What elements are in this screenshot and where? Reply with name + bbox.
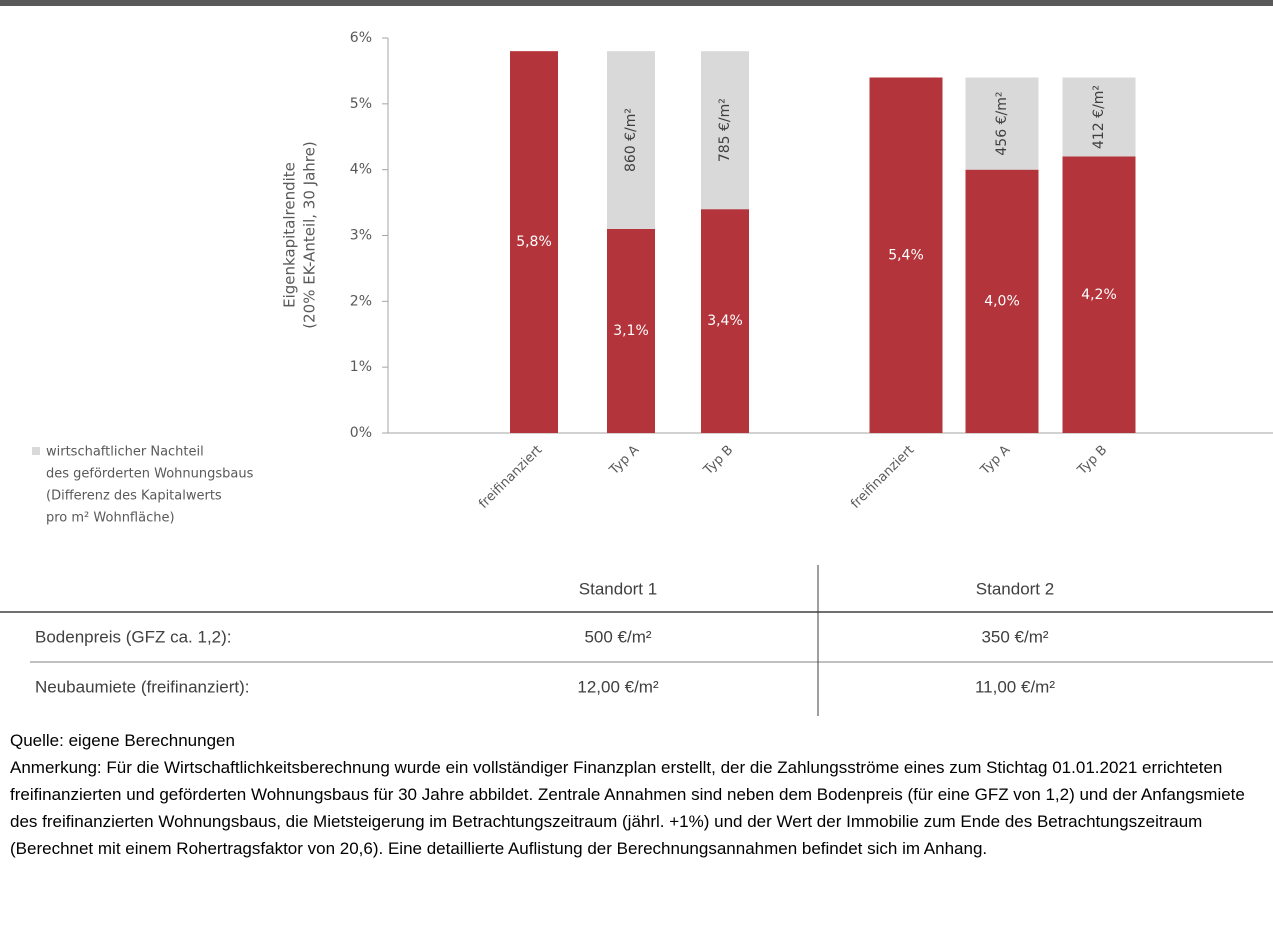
bar-annotation: 456 €/m²	[994, 92, 1010, 156]
y-tick-label: 2%	[350, 293, 372, 309]
x-tick-label: Typ A	[977, 443, 1013, 479]
y-tick-label: 5%	[350, 96, 372, 112]
bar-annotation: 412 €/m²	[1091, 85, 1107, 149]
bar-segment	[607, 51, 655, 229]
bar-segment	[869, 77, 943, 433]
y-tick-label: 0%	[350, 425, 372, 441]
table-cell: 350 €/m²	[981, 627, 1048, 646]
data-label: 4,2%	[1081, 287, 1117, 303]
y-tick-label: 6%	[350, 30, 372, 46]
data-label: 3,1%	[613, 323, 649, 339]
table-cell: Neubaumiete (freifinanziert):	[35, 677, 249, 696]
table-header: Standort 1	[579, 579, 657, 598]
bar-segment	[965, 169, 1039, 433]
data-label: 4,0%	[984, 293, 1020, 309]
bar-segment	[701, 51, 749, 210]
x-tick-label: freifinanziert	[476, 443, 545, 512]
data-label: 5,8%	[516, 234, 552, 250]
table-cell: Bodenpreis (GFZ ca. 1,2):	[35, 627, 232, 646]
data-label: 3,4%	[707, 313, 743, 329]
bar-segment	[510, 51, 558, 434]
y-tick-label: 4%	[350, 162, 372, 178]
top-bar	[0, 0, 1273, 6]
legend-label: pro m² Wohnfläche)	[46, 511, 175, 526]
legend-label: (Differenz des Kapitalwerts	[46, 489, 222, 504]
bar-segment	[1062, 77, 1136, 157]
y-axis-label: Eigenkapitalrendite	[281, 162, 299, 308]
bar-annotation: 860 €/m²	[623, 108, 639, 172]
bar-segment	[607, 228, 655, 433]
x-tick-label: Typ B	[700, 443, 736, 479]
table-cell: 11,00 €/m²	[975, 677, 1055, 696]
source: Quelle: eigene Berechnungen	[10, 731, 235, 750]
bar-segment	[965, 77, 1039, 170]
table-cell: 500 €/m²	[584, 627, 651, 646]
bar-segment	[1062, 156, 1136, 433]
x-tick-label: Typ A	[606, 443, 642, 479]
note: Anmerkung: Für die Wirtschaftlichkeitsbe…	[10, 758, 1245, 858]
table-header: Standort 2	[976, 579, 1054, 598]
y-tick-label: 3%	[350, 228, 372, 244]
x-tick-label: freifinanziert	[848, 443, 917, 512]
bar-annotation: 785 €/m²	[717, 98, 733, 162]
bar-segment	[701, 209, 749, 433]
y-axis-label: (20% EK-Anteil, 30 Jahre)	[301, 141, 319, 328]
x-tick-label: Typ B	[1074, 443, 1110, 479]
y-tick-label: 1%	[350, 359, 372, 375]
chart: Eigenkapitalrendite (20% EK-Anteil, 30 J…	[0, 0, 1273, 716]
legend-label: des geförderten Wohnungsbaus	[46, 467, 254, 482]
notes: Quelle: eigene Berechnungen Anmerkung: F…	[10, 727, 1268, 862]
legend-label: wirtschaftlicher Nachteil	[46, 445, 204, 460]
legend-swatch	[32, 447, 40, 455]
data-label: 5,4%	[888, 247, 924, 263]
table-cell: 12,00 €/m²	[577, 677, 659, 696]
